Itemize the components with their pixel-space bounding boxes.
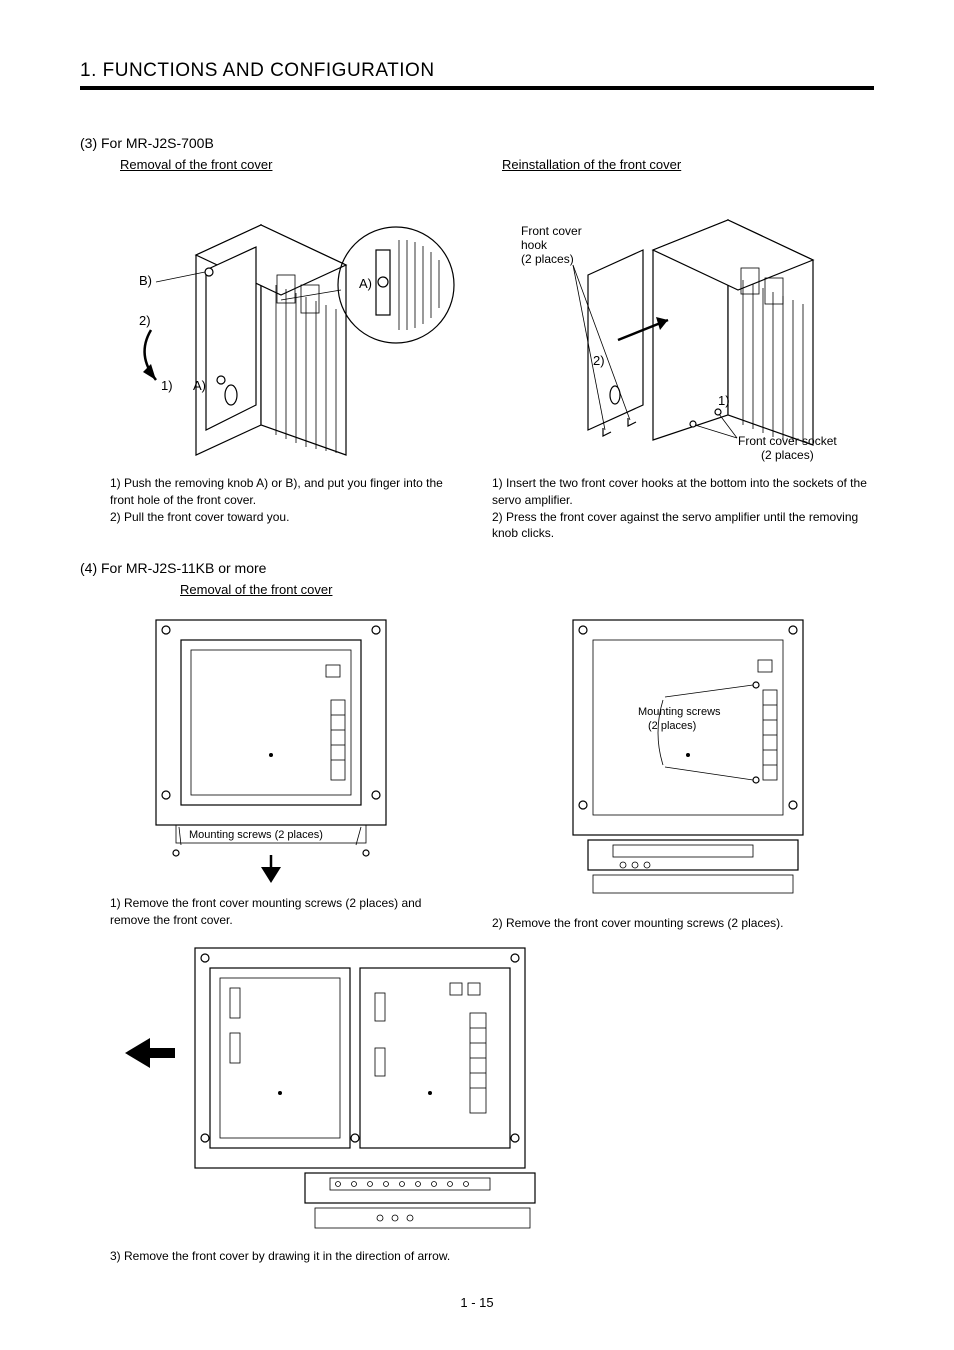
sec4-fig1-col: Mounting screws (2 places) 1) Remove the… xyxy=(80,605,462,932)
sec4-fig2-col: Mounting screws (2 places) 2) Remove the… xyxy=(492,605,874,932)
sec4-fig2-caption: 2) Remove the front cover mounting screw… xyxy=(492,915,874,932)
sec4-removal-title: Removal of the front cover xyxy=(180,582,874,597)
label-A: A) xyxy=(193,378,206,393)
sec3-rem-step2: 2) Pull the front cover toward you. xyxy=(110,509,462,526)
sec3-reinstall-col: Reinstallation of the front cover xyxy=(492,157,874,542)
sec4-fig3-wrap: 3) Remove the front cover by drawing it … xyxy=(80,938,874,1265)
sec4-fig2-label1: Mounting screws xyxy=(638,706,721,718)
label-socket1: Front cover socket xyxy=(738,434,837,448)
section3-columns: Removal of the front cover xyxy=(80,157,874,542)
sec3-reinstall-steps: 1) Insert the two front cover hooks at t… xyxy=(492,475,874,542)
label-reinst-2: 2) xyxy=(593,353,605,368)
sec3-removal-col: Removal of the front cover xyxy=(80,157,462,542)
page: 1. FUNCTIONS AND CONFIGURATION (3) For M… xyxy=(0,0,954,1350)
sec4-fig2-diagram: Mounting screws (2 places) xyxy=(533,605,833,905)
sec3-rein-step2: 2) Press the front cover against the ser… xyxy=(492,509,874,543)
chapter-title: 1. FUNCTIONS AND CONFIGURATION xyxy=(80,60,874,90)
sec4-fig3-diagram xyxy=(120,938,550,1238)
section3-heading: (3) For MR-J2S-700B xyxy=(80,135,874,151)
label-1: 1) xyxy=(161,378,173,393)
sec3-reinstall-title: Reinstallation of the front cover xyxy=(502,157,874,172)
sec3-reinstall-diagram: Front cover hook (2 places) 2) 1) Front … xyxy=(493,180,873,465)
sec4-fig1-diagram: Mounting screws (2 places) xyxy=(131,605,411,885)
label-A-detail: A) xyxy=(359,276,372,291)
sec3-rem-step1: 1) Push the removing knob A) or B), and … xyxy=(110,475,462,509)
label-hook1: Front cover xyxy=(521,224,582,238)
label-hook3: (2 places) xyxy=(521,252,574,266)
page-number: 1 - 15 xyxy=(80,1295,874,1310)
sec3-removal-diagram: B) 2) 1) A) xyxy=(81,180,461,465)
section4-heading: (4) For MR-J2S-11KB or more xyxy=(80,560,874,576)
section4-row1: Mounting screws (2 places) 1) Remove the… xyxy=(80,605,874,932)
label-2: 2) xyxy=(139,313,151,328)
sec4-fig3-caption: 3) Remove the front cover by drawing it … xyxy=(110,1248,874,1265)
sec4-fig1-label: Mounting screws (2 places) xyxy=(189,829,323,841)
sec3-rein-step1: 1) Insert the two front cover hooks at t… xyxy=(492,475,874,509)
sec3-removal-title: Removal of the front cover xyxy=(120,157,462,172)
label-hook2: hook xyxy=(521,238,548,252)
sec3-removal-steps: 1) Push the removing knob A) or B), and … xyxy=(110,475,462,525)
sec4-fig2-label2: (2 places) xyxy=(648,720,696,732)
label-B: B) xyxy=(139,273,152,288)
sec4-fig1-caption: 1) Remove the front cover mounting screw… xyxy=(110,895,462,929)
label-socket2: (2 places) xyxy=(761,448,814,462)
label-reinst-1: 1) xyxy=(718,393,730,408)
